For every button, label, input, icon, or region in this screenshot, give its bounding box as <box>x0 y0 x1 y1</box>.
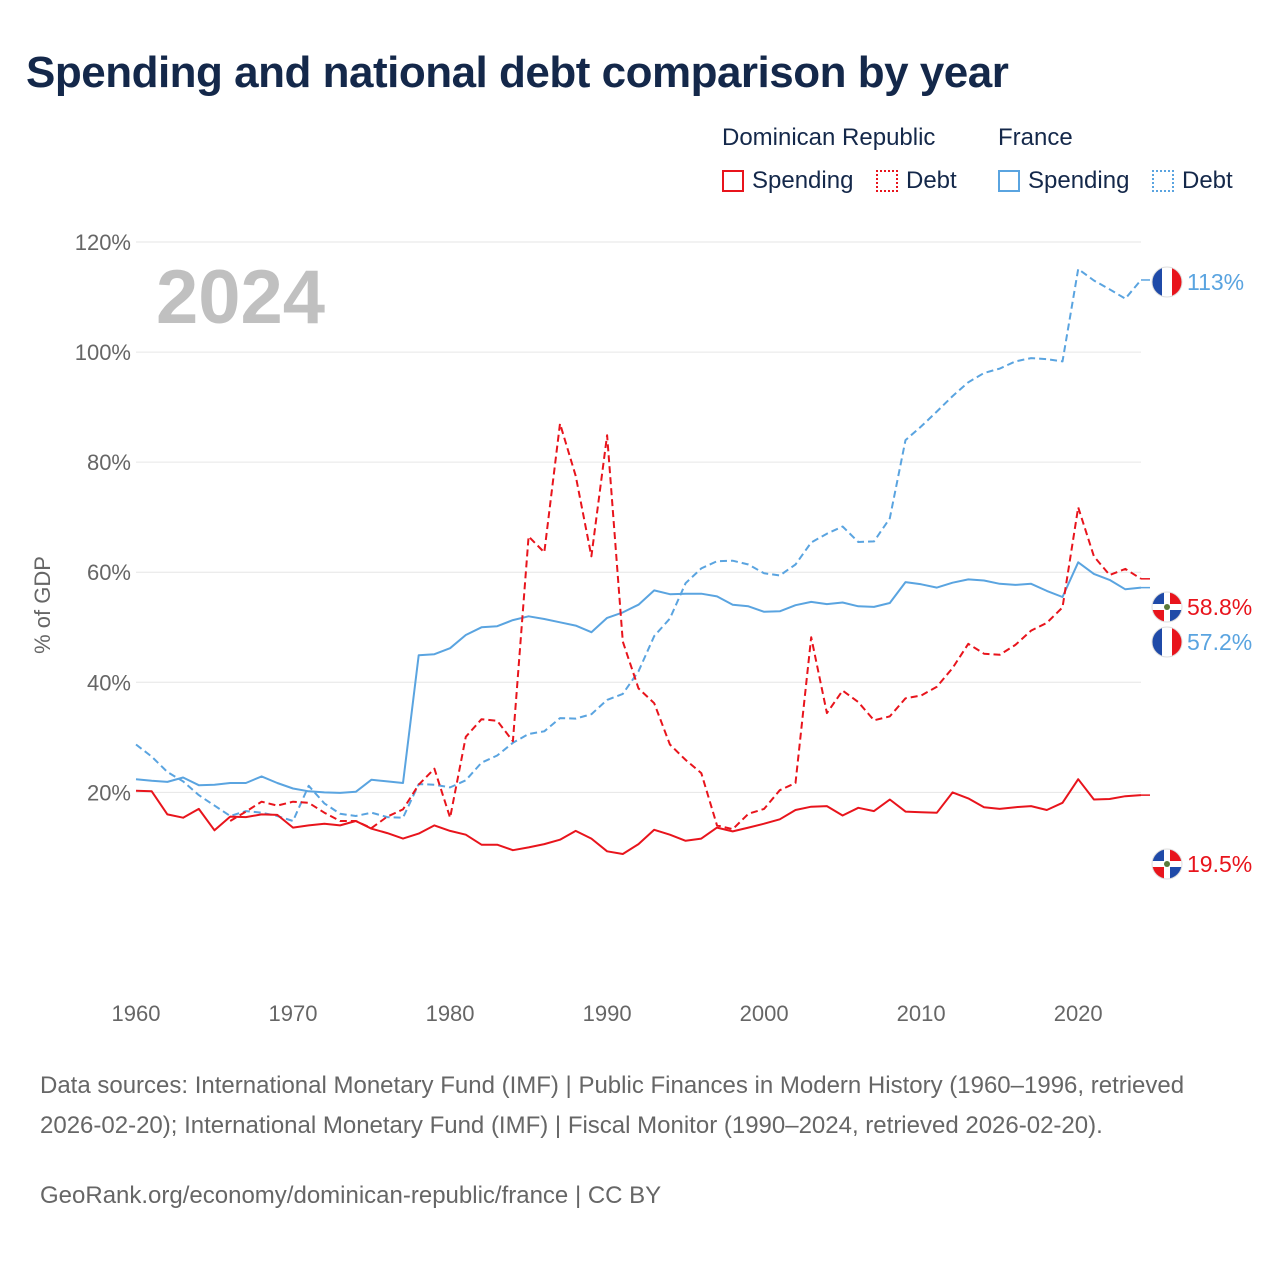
legend-group-dominican-republic: Dominican Republic <box>722 124 936 151</box>
end-label-dr-debt: 58.8% <box>1187 594 1252 620</box>
x-tick-label: 2000 <box>740 1001 789 1026</box>
x-tick-label: 2020 <box>1054 1001 1103 1026</box>
y-tick-label: 40% <box>87 670 131 695</box>
chart-title: Spending and national debt comparison by… <box>26 48 1009 97</box>
end-label-fr-spending: 57.2% <box>1187 629 1252 655</box>
y-tick-label: 20% <box>87 780 131 805</box>
legend-label: Spending <box>1028 167 1130 194</box>
year-watermark: 2024 <box>156 255 325 340</box>
legend-fr-spending[interactable]: Spending <box>998 166 1129 196</box>
legend-group-france: France <box>998 124 1073 151</box>
legend-dr-debt[interactable]: Debt <box>876 166 957 196</box>
data-sources-note: Data sources: International Monetary Fun… <box>40 1072 1185 1139</box>
end-label-dr-spending: 19.5% <box>1187 851 1252 877</box>
legend-label: Spending <box>752 167 854 194</box>
x-tick-label: 1990 <box>583 1001 632 1026</box>
credit-link[interactable]: GeoRank.org/economy/dominican-republic/f… <box>40 1182 662 1209</box>
x-tick-label: 1960 <box>112 1001 161 1026</box>
legend-swatch-dotted-red <box>876 170 898 192</box>
y-tick-label: 100% <box>75 340 131 365</box>
x-tick-label: 2010 <box>897 1001 946 1026</box>
y-tick-label: 120% <box>75 230 131 255</box>
y-axis-label: % of GDP <box>30 556 55 654</box>
y-tick-label: 80% <box>87 450 131 475</box>
series-line-fr-spending[interactable] <box>135 561 1142 794</box>
legend-label: Debt <box>906 167 957 194</box>
flag-france-icon <box>1151 266 1183 298</box>
flag-dominican-republic-icon <box>1151 591 1183 623</box>
legend-dr-spending[interactable]: Spending <box>722 166 853 196</box>
legend-label: Debt <box>1182 167 1233 194</box>
flag-france-icon <box>1151 626 1183 658</box>
series-line-fr-debt[interactable] <box>135 268 1142 822</box>
series-line-dr-spending[interactable] <box>135 778 1142 855</box>
legend-swatch-solid-blue <box>998 170 1020 192</box>
x-tick-label: 1970 <box>269 1001 318 1026</box>
flag-dominican-republic-icon <box>1151 848 1183 880</box>
legend-swatch-dotted-blue <box>1152 170 1174 192</box>
legend-swatch-solid-red <box>722 170 744 192</box>
x-tick-label: 1980 <box>426 1001 475 1026</box>
end-label-fr-debt: 113% <box>1187 269 1244 295</box>
legend-fr-debt[interactable]: Debt <box>1152 166 1233 196</box>
series-line-dr-debt[interactable] <box>229 422 1142 831</box>
line-chart: 20% 40% 60% 80% 100% 120% 1960 1970 1980 1990 200… <box>30 230 1252 1026</box>
y-tick-label: 60% <box>87 560 131 585</box>
